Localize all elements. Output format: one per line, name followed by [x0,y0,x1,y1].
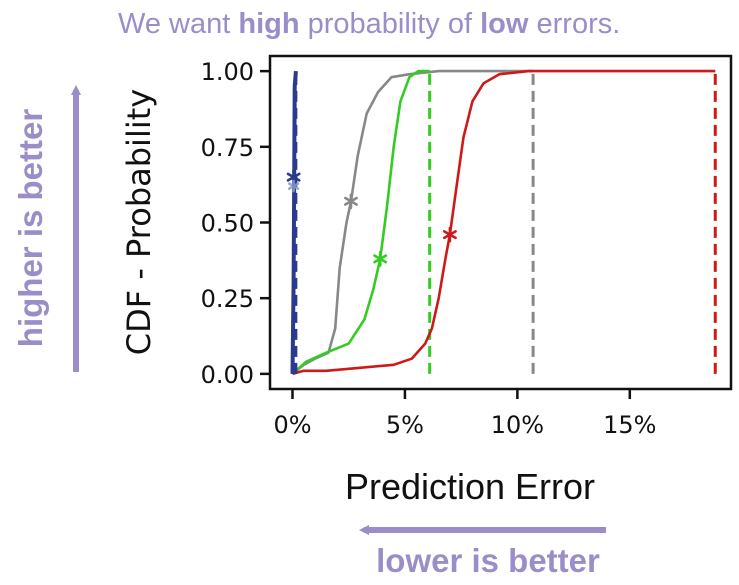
x-tick-label-3: 15% [603,411,656,439]
mean-marker-0 [344,193,358,210]
headline-prefix: We want [118,8,239,40]
x-tick-label-2: 10% [491,411,544,439]
cdf-line-0 [291,69,534,375]
y-tick-label-0: 0.00 [201,361,254,389]
mean-marker-2 [442,226,457,243]
extra-marker [287,179,300,193]
cdf-line-1 [291,69,430,375]
mean-marker-1 [373,251,388,267]
y-tick-label-2: 0.50 [201,210,254,238]
headline-emphasis-low: low [480,8,529,40]
x-tick-label-0: 0% [273,411,311,439]
lower-is-better-note: lower is better [376,542,600,579]
y-axis-label: CDF - Probability [120,89,158,355]
cdf-line-2 [292,69,716,376]
higher-is-better-note: higher is better [12,109,49,348]
y-tick-label-1: 0.25 [201,285,254,313]
headline: We want high probability of low errors. [118,8,620,41]
x-tick-label-1: 5% [386,411,424,439]
y-tick-label-3: 0.75 [201,134,254,162]
y-tick-label-4: 1.00 [201,58,254,86]
headline-middle: probability of [299,8,481,40]
x-axis-label: Prediction Error [344,466,596,507]
headline-suffix: errors. [528,8,621,40]
plot-frame [268,54,733,391]
headline-emphasis-high: high [238,8,300,40]
